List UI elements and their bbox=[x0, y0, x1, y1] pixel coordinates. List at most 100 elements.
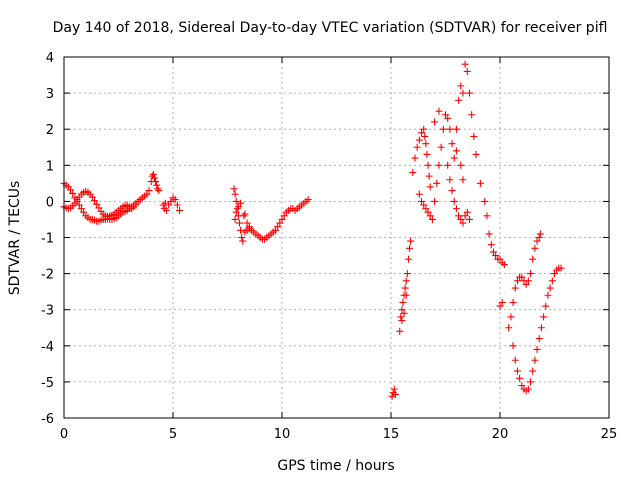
data-point bbox=[304, 196, 312, 204]
data-point bbox=[522, 280, 530, 288]
data-point bbox=[235, 219, 243, 227]
data-point bbox=[402, 291, 410, 299]
data-point bbox=[278, 215, 286, 223]
y-tick-label: -4 bbox=[41, 340, 54, 355]
data-point bbox=[132, 201, 140, 209]
x-tick-label: 15 bbox=[383, 427, 400, 442]
data-point bbox=[540, 313, 548, 321]
data-points-layer bbox=[60, 60, 565, 400]
data-point bbox=[485, 230, 493, 238]
data-point bbox=[529, 367, 537, 375]
data-point bbox=[437, 143, 445, 151]
data-point bbox=[239, 237, 247, 245]
data-point bbox=[396, 327, 404, 335]
y-tick-label: -3 bbox=[41, 304, 54, 319]
data-point bbox=[496, 302, 504, 310]
data-point bbox=[557, 264, 565, 272]
data-point bbox=[397, 313, 405, 321]
data-point bbox=[409, 169, 417, 177]
data-point bbox=[452, 147, 460, 155]
data-point bbox=[391, 391, 399, 399]
data-point bbox=[446, 176, 454, 184]
data-point bbox=[548, 277, 556, 285]
y-tick-label: 2 bbox=[46, 123, 54, 138]
data-point bbox=[531, 356, 539, 364]
x-tick-label: 25 bbox=[601, 427, 618, 442]
data-point bbox=[461, 212, 469, 220]
data-point bbox=[511, 356, 519, 364]
data-point bbox=[461, 60, 469, 68]
data-point bbox=[155, 187, 163, 195]
data-point bbox=[233, 205, 241, 213]
data-point bbox=[424, 161, 432, 169]
data-point bbox=[516, 374, 524, 382]
data-point bbox=[472, 150, 480, 158]
data-point bbox=[518, 382, 526, 390]
data-point bbox=[407, 237, 415, 245]
data-point bbox=[411, 154, 419, 162]
data-point bbox=[507, 313, 515, 321]
chart-title: Day 140 of 2018, Sidereal Day-to-day VTE… bbox=[53, 20, 608, 36]
data-point bbox=[88, 193, 96, 201]
data-point bbox=[423, 150, 431, 158]
data-point bbox=[232, 208, 240, 216]
data-point bbox=[492, 252, 500, 260]
data-point bbox=[533, 345, 541, 353]
data-point bbox=[424, 208, 432, 216]
data-point bbox=[161, 199, 169, 207]
data-point bbox=[390, 385, 398, 393]
data-point bbox=[533, 237, 541, 245]
data-point bbox=[93, 200, 101, 208]
data-point bbox=[511, 284, 519, 292]
data-point bbox=[240, 212, 248, 220]
data-point bbox=[513, 277, 521, 285]
data-point bbox=[167, 197, 175, 205]
grid-layer bbox=[64, 57, 609, 418]
data-point bbox=[476, 179, 484, 187]
data-point bbox=[149, 170, 157, 178]
data-point bbox=[241, 210, 249, 218]
data-point bbox=[69, 189, 77, 197]
data-point bbox=[406, 244, 414, 252]
data-point bbox=[413, 143, 421, 151]
data-point bbox=[459, 219, 467, 227]
data-point bbox=[465, 215, 473, 223]
data-point bbox=[75, 201, 83, 209]
data-point bbox=[513, 367, 521, 375]
data-point bbox=[422, 140, 430, 148]
data-point bbox=[468, 111, 476, 119]
data-point bbox=[153, 181, 161, 189]
data-point bbox=[237, 226, 245, 234]
data-point bbox=[276, 219, 284, 227]
x-tick-label: 20 bbox=[492, 427, 509, 442]
data-point bbox=[398, 306, 406, 314]
data-point bbox=[544, 291, 552, 299]
data-point bbox=[551, 270, 558, 278]
data-point bbox=[401, 284, 409, 292]
data-point bbox=[546, 284, 554, 292]
data-point bbox=[489, 248, 497, 256]
data-point bbox=[450, 154, 458, 162]
data-point bbox=[152, 178, 160, 186]
y-axis-title: SDTVAR / TECUs bbox=[7, 181, 23, 296]
data-point bbox=[271, 226, 279, 234]
data-point bbox=[418, 129, 426, 137]
plot-frame bbox=[63, 56, 610, 419]
data-point bbox=[439, 125, 447, 133]
data-point bbox=[415, 190, 423, 198]
data-point bbox=[245, 223, 253, 231]
data-point bbox=[463, 208, 471, 216]
data-series-2 bbox=[230, 185, 312, 245]
data-point bbox=[280, 212, 288, 220]
y-tick-label: -1 bbox=[41, 232, 54, 247]
data-series-5 bbox=[496, 230, 565, 395]
data-point bbox=[444, 161, 452, 169]
data-point bbox=[403, 270, 411, 278]
x-tick-label: 5 bbox=[169, 427, 177, 442]
data-point bbox=[459, 176, 467, 184]
data-point bbox=[238, 234, 246, 241]
data-point bbox=[535, 234, 543, 241]
data-point bbox=[425, 172, 433, 180]
